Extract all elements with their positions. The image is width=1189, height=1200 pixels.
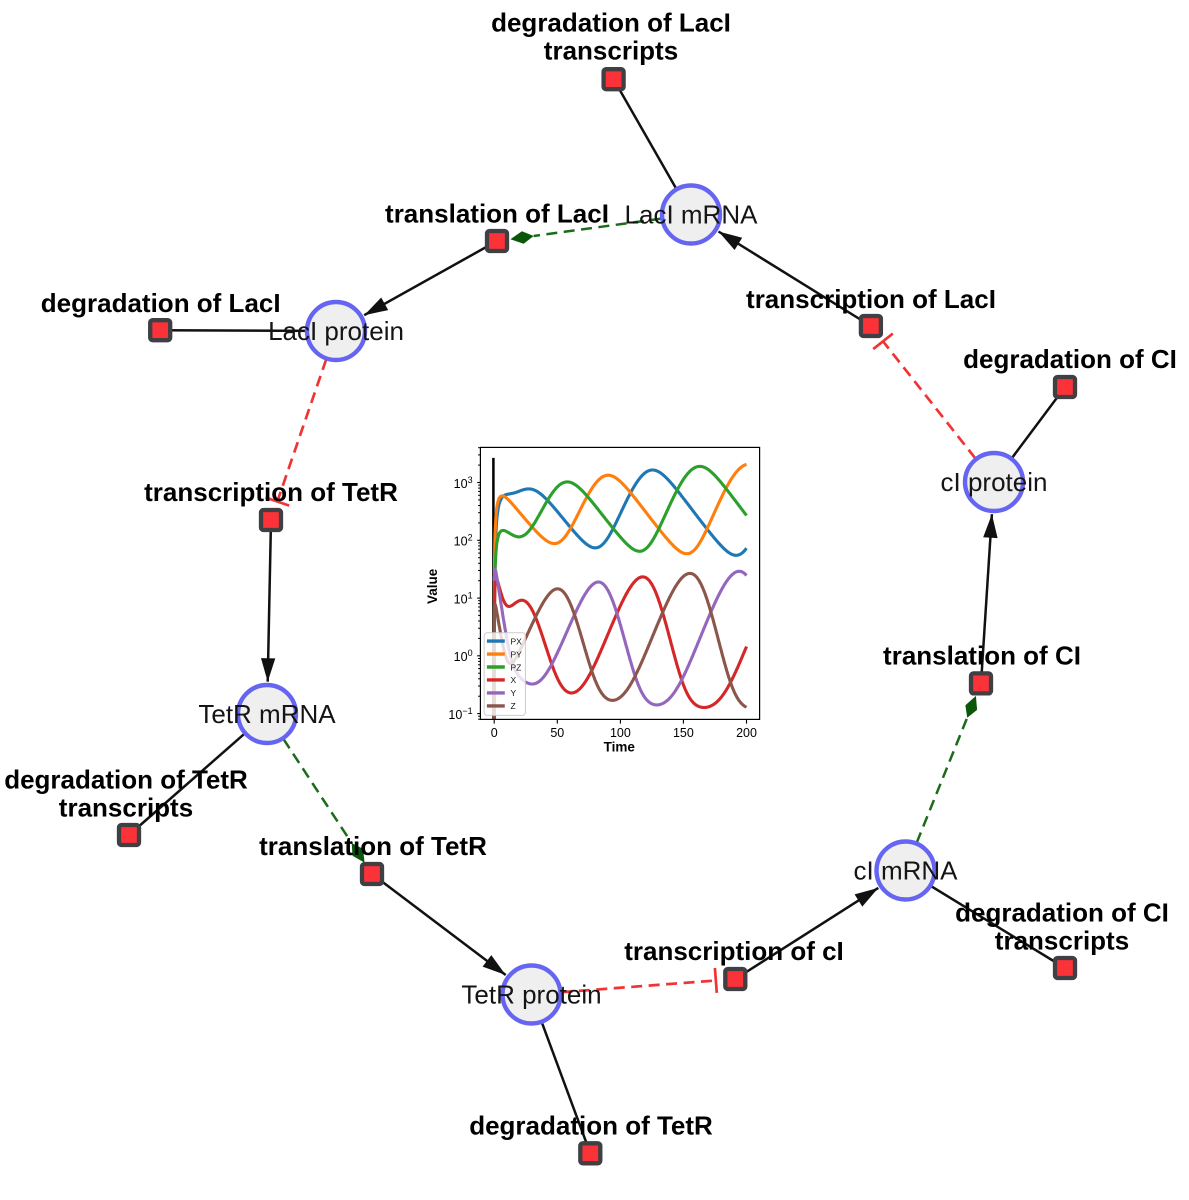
svg-text:transcripts: transcripts <box>995 926 1129 956</box>
svg-text:transcription of LacI: transcription of LacI <box>746 284 996 314</box>
svg-text:150: 150 <box>673 726 694 740</box>
svg-text:50: 50 <box>550 726 564 740</box>
svg-text:degradation of CI: degradation of CI <box>955 898 1169 928</box>
svg-text:degradation of TetR: degradation of TetR <box>469 1110 713 1140</box>
svg-text:Value: Value <box>425 568 440 604</box>
svg-text:PY: PY <box>511 649 523 659</box>
svg-text:200: 200 <box>736 726 757 740</box>
svg-text:translation of LacI: translation of LacI <box>385 199 609 229</box>
svg-text:degradation of CI: degradation of CI <box>963 344 1177 374</box>
svg-text:translation of TetR: translation of TetR <box>259 831 487 861</box>
svg-text:cI protein: cI protein <box>941 467 1048 497</box>
svg-text:X: X <box>511 675 517 685</box>
svg-text:PZ: PZ <box>511 662 522 672</box>
svg-text:LacI mRNA: LacI mRNA <box>625 200 759 230</box>
svg-text:Time: Time <box>604 740 636 755</box>
svg-text:transcripts: transcripts <box>59 793 193 823</box>
svg-text:PX: PX <box>511 636 523 646</box>
svg-text:translation of CI: translation of CI <box>883 640 1081 670</box>
svg-text:0: 0 <box>491 726 498 740</box>
svg-text:LacI protein: LacI protein <box>268 316 404 346</box>
svg-text:transcription of TetR: transcription of TetR <box>144 477 398 507</box>
svg-text:transcription of cI: transcription of cI <box>624 936 844 966</box>
svg-text:degradation of LacI: degradation of LacI <box>41 288 281 318</box>
svg-text:cI mRNA: cI mRNA <box>854 856 959 886</box>
svg-text:Z: Z <box>511 701 516 711</box>
svg-text:degradation of LacI: degradation of LacI <box>491 7 731 37</box>
svg-text:Y: Y <box>511 688 517 698</box>
svg-text:TetR mRNA: TetR mRNA <box>198 699 336 729</box>
svg-text:transcripts: transcripts <box>544 35 678 65</box>
svg-text:TetR protein: TetR protein <box>461 980 601 1010</box>
svg-text:degradation of TetR: degradation of TetR <box>4 765 248 795</box>
svg-text:100: 100 <box>610 726 631 740</box>
